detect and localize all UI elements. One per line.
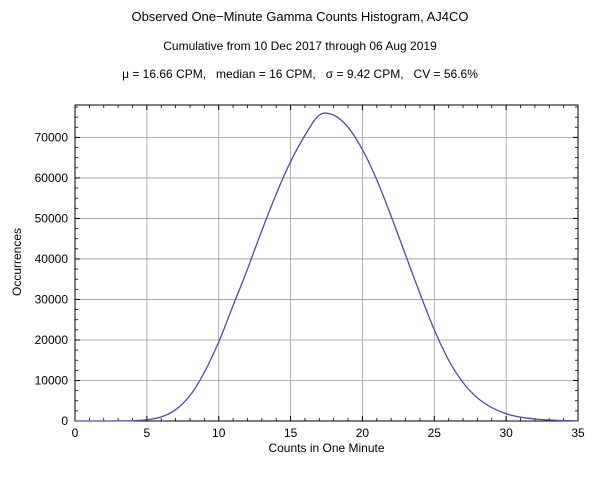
x-axis-label: Counts in One Minute — [268, 441, 385, 455]
x-tick-label: 15 — [284, 426, 298, 440]
y-tick-label: 70000 — [35, 130, 69, 144]
x-tick-label: 5 — [144, 426, 151, 440]
chart-subtitle: Cumulative from 10 Dec 2017 through 06 A… — [163, 39, 437, 53]
y-tick-label: 30000 — [35, 292, 69, 306]
plot-frame — [74, 104, 579, 422]
x-tick-label: 10 — [212, 426, 226, 440]
histogram-curve — [74, 112, 579, 422]
y-tick-label: 40000 — [35, 252, 69, 266]
x-tick-label: 25 — [428, 426, 442, 440]
x-tick-label: 35 — [571, 426, 585, 440]
y-axis-label: Occurrences — [10, 227, 24, 297]
y-tick-label: 20000 — [35, 333, 69, 347]
y-tick-label: 0 — [61, 414, 68, 428]
chart-stats-line: μ = 16.66 CPM, median = 16 CPM, σ = 9.42… — [122, 67, 478, 81]
x-tick-label: 0 — [72, 426, 79, 440]
y-tick-label: 50000 — [35, 211, 69, 225]
chart-title: Observed One−Minute Gamma Counts Histogr… — [131, 9, 469, 24]
y-tick-label: 60000 — [35, 171, 69, 185]
x-tick-label: 20 — [356, 426, 370, 440]
x-tick-label: 30 — [499, 426, 513, 440]
y-tick-label: 10000 — [35, 373, 69, 387]
